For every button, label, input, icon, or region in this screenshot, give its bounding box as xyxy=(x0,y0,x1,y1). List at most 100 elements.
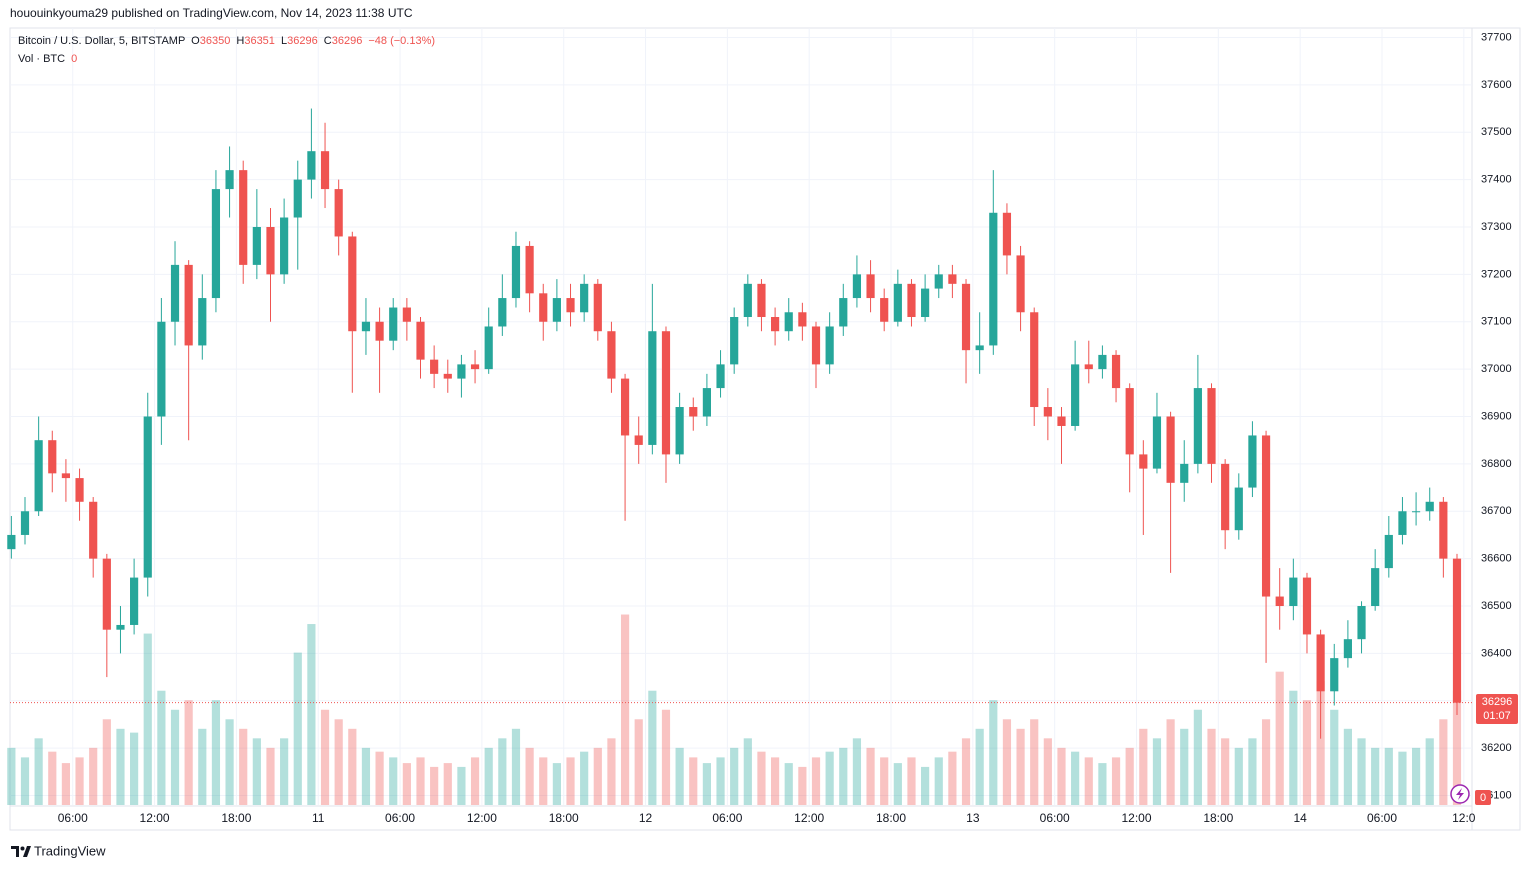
volume-bar xyxy=(1139,728,1148,805)
candle-body xyxy=(607,331,616,379)
volume-bar xyxy=(580,751,589,805)
volume-bar xyxy=(389,757,398,805)
candle-body xyxy=(525,245,534,294)
y-tick-label: 36500 xyxy=(1481,600,1512,612)
candle-body xyxy=(1275,596,1284,607)
volume-bar xyxy=(539,757,548,805)
candle-body xyxy=(348,236,357,332)
candle-body xyxy=(1111,354,1121,389)
volume-bar xyxy=(1207,728,1216,805)
volume-bar xyxy=(402,763,411,805)
logo-part xyxy=(11,846,19,857)
volume-bar xyxy=(511,728,521,805)
candle-body xyxy=(102,558,111,630)
volume-bar xyxy=(934,757,943,805)
candle-body xyxy=(552,298,561,322)
candle-body xyxy=(948,274,957,284)
chart-frame xyxy=(9,27,1521,831)
candle-body xyxy=(1343,639,1352,659)
volume-bar xyxy=(961,738,971,805)
volume-bar xyxy=(348,728,357,805)
candle-body xyxy=(648,331,657,445)
volume-bar xyxy=(1275,671,1284,805)
candle-body xyxy=(539,293,548,322)
candle-body xyxy=(702,388,711,417)
y-tick-label: 37000 xyxy=(1481,363,1512,375)
volume-bar xyxy=(211,700,221,805)
candle-body xyxy=(907,283,916,318)
volume-bar xyxy=(1221,738,1230,805)
candle-body xyxy=(1016,255,1025,313)
candle-body xyxy=(443,373,452,379)
last-price-label: 36296 xyxy=(1482,696,1513,708)
volume-bar xyxy=(416,757,425,805)
volume-bar xyxy=(457,766,466,805)
legend: Bitcoin / U.S. Dollar, 5, BITSTAMP O3635… xyxy=(18,35,435,47)
volume-bar xyxy=(198,728,207,805)
volume-bar xyxy=(225,719,234,805)
x-tick-label: 06:00 xyxy=(385,811,415,825)
volume-bar xyxy=(1343,728,1352,805)
volume-bar xyxy=(907,757,916,805)
candle-body xyxy=(470,364,480,370)
volume-bar xyxy=(89,747,98,805)
y-tick-label: 36200 xyxy=(1481,742,1512,754)
volume-bar xyxy=(880,757,889,805)
volume-bar xyxy=(798,766,807,805)
publisher-line: hououinkyouma29 published on TradingView… xyxy=(10,6,413,20)
candle-body xyxy=(130,577,139,625)
candle-body xyxy=(48,440,57,474)
vol-scale-label: 0 xyxy=(1480,792,1486,804)
volume-bar xyxy=(1248,738,1257,805)
volume-bar xyxy=(825,751,834,805)
logo-part xyxy=(20,846,25,851)
candle-body xyxy=(1057,416,1066,426)
volume-bar xyxy=(921,766,930,805)
low-value: 36296 xyxy=(287,35,318,47)
volume-bar xyxy=(1111,757,1121,805)
countdown: 01:07 xyxy=(1483,710,1511,722)
candle-body xyxy=(811,326,821,365)
candle-body xyxy=(1357,606,1366,640)
candle-body xyxy=(634,435,643,445)
candle-body xyxy=(1439,501,1448,559)
volume-bar xyxy=(1002,719,1012,805)
volume-bar xyxy=(130,732,139,805)
candle-body xyxy=(566,298,575,313)
candle-body xyxy=(1071,364,1080,426)
candle-body xyxy=(7,534,16,550)
x-tick-label: 12:00 xyxy=(467,811,497,825)
volume-bar xyxy=(1016,728,1025,805)
volume-bar xyxy=(34,738,43,805)
x-tick-label: 18:00 xyxy=(549,811,579,825)
candle-body xyxy=(198,298,207,346)
candle-body xyxy=(511,245,521,299)
candle-body xyxy=(75,478,84,502)
open-value: 36350 xyxy=(200,35,231,47)
y-tick-label: 37400 xyxy=(1481,174,1512,186)
candle-body xyxy=(1221,463,1230,531)
volume-bar xyxy=(661,709,671,805)
volume-bar xyxy=(607,738,616,805)
volume-bar xyxy=(307,624,316,805)
volume-bar xyxy=(730,747,739,805)
y-tick-label: 37200 xyxy=(1481,268,1512,280)
volume-bar xyxy=(102,719,111,805)
candle-body xyxy=(1411,511,1421,513)
candle-body xyxy=(1002,212,1012,256)
candle-body xyxy=(716,364,725,389)
volume-bar xyxy=(1180,728,1189,805)
volume-bar xyxy=(702,763,711,805)
volume-bar xyxy=(716,757,725,805)
volume-bar xyxy=(375,751,384,805)
vol-label: Vol · BTC xyxy=(18,53,65,65)
candle-body xyxy=(580,283,589,313)
candle-body xyxy=(743,283,752,318)
volume-bar xyxy=(675,747,684,805)
volume-bar xyxy=(470,757,480,805)
x-tick-label: 13 xyxy=(966,811,980,825)
volume-bar xyxy=(48,751,57,805)
candle-body xyxy=(839,298,848,327)
x-tick-label: 12:00 xyxy=(794,811,824,825)
volume-bar xyxy=(771,757,780,805)
